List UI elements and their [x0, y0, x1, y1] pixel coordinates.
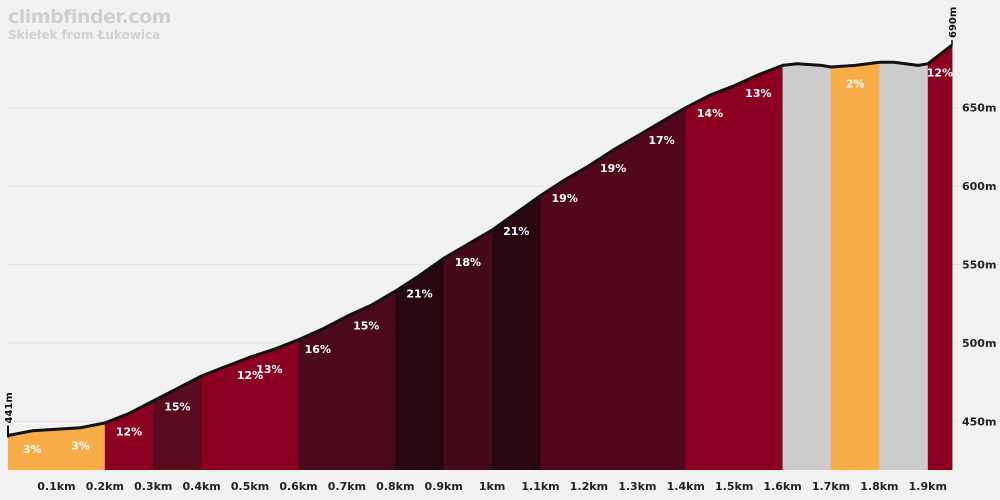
- gradient-band: [540, 45, 687, 470]
- x-tick-label: 1.8km: [860, 480, 898, 493]
- x-tick-label: 0.2km: [86, 480, 124, 493]
- end-elevation-label: 690m: [948, 7, 959, 38]
- gradient-band: [104, 45, 154, 470]
- y-axis-labels: 450m 500m 550m 600m 650m: [962, 102, 996, 429]
- x-tick-label: 0.9km: [425, 480, 463, 493]
- gradient-band: [927, 45, 952, 470]
- elevation-endpoint-labels: 441m 690m: [4, 7, 959, 438]
- x-tick-label: 0.5km: [231, 480, 269, 493]
- climb-name: Skiełek from Łukowica: [8, 28, 161, 42]
- gradient-band: [782, 45, 832, 470]
- x-tick-label: 1.7km: [812, 480, 850, 493]
- gradient-label: 21%: [503, 225, 529, 238]
- x-tick-label: 1.6km: [763, 480, 801, 493]
- x-tick-label: 0.8km: [376, 480, 414, 493]
- elevation-profile-line: [7, 43, 953, 437]
- gradient-labels: 3% 3%12%15%12%13%16%15%21%18%21%19%19%17%…: [23, 66, 953, 455]
- gradient-band: [395, 45, 445, 470]
- gradient-bands: [8, 45, 952, 470]
- gradient-label: 19%: [552, 192, 578, 205]
- x-tick-label: 0.7km: [328, 480, 366, 493]
- gradient-label: 2%: [846, 77, 865, 90]
- gradient-label: 18%: [455, 256, 481, 269]
- gradient-band: [298, 45, 396, 470]
- x-tick-label: 1.4km: [667, 480, 705, 493]
- y-tick-label: 550m: [962, 259, 996, 272]
- gradient-band: [8, 45, 58, 470]
- x-tick-label: 1.3km: [618, 480, 656, 493]
- gradient-label: 19%: [600, 162, 626, 175]
- gradient-label: 12%: [927, 66, 953, 79]
- y-tick-label: 600m: [962, 180, 996, 193]
- x-tick-label: 0.4km: [183, 480, 221, 493]
- brand-logo[interactable]: climbfinder.com: [8, 6, 171, 28]
- gradient-label: 13%: [256, 363, 282, 376]
- x-tick-label: 1km: [479, 480, 505, 493]
- start-elevation-label: 441m: [4, 392, 15, 423]
- gradient-label: 12%: [237, 369, 263, 382]
- gradient-label: 15%: [164, 400, 190, 413]
- gradient-band: [685, 45, 784, 470]
- gradient-label: 14%: [697, 107, 723, 120]
- gradient-label: 21%: [406, 288, 432, 301]
- gradient-label: 12%: [116, 426, 142, 439]
- gradient-label: 16%: [305, 343, 331, 356]
- gradient-label: 3%: [71, 440, 90, 453]
- y-tick-label: 450m: [962, 415, 996, 428]
- gradient-label: 3%: [23, 443, 42, 456]
- x-tick-label: 0.1km: [37, 480, 75, 493]
- x-axis-labels: 0.1km 0.2km 0.3km 0.4km 0.5km 0.6km 0.7km 0.8km…: [37, 480, 947, 493]
- x-tick-label: 0.3km: [134, 480, 172, 493]
- gradient-band: [56, 45, 106, 470]
- y-tick-label: 650m: [962, 102, 996, 115]
- y-tick-label: 500m: [962, 337, 996, 350]
- gradient-band: [830, 45, 880, 470]
- x-tick-label: 1.9km: [909, 480, 947, 493]
- x-tick-label: 1.1km: [521, 480, 559, 493]
- x-tick-label: 0.6km: [279, 480, 317, 493]
- chart-header: climbfinder.com Skiełek from Łukowica: [8, 6, 171, 42]
- gradient-label: 15%: [353, 320, 379, 333]
- x-tick-label: 1.5km: [715, 480, 753, 493]
- gradient-label: 17%: [648, 134, 674, 147]
- x-tick-label: 1.2km: [570, 480, 608, 493]
- gradient-band: [879, 45, 929, 470]
- gradient-band: [201, 45, 300, 470]
- gradient-label: 13%: [745, 87, 771, 100]
